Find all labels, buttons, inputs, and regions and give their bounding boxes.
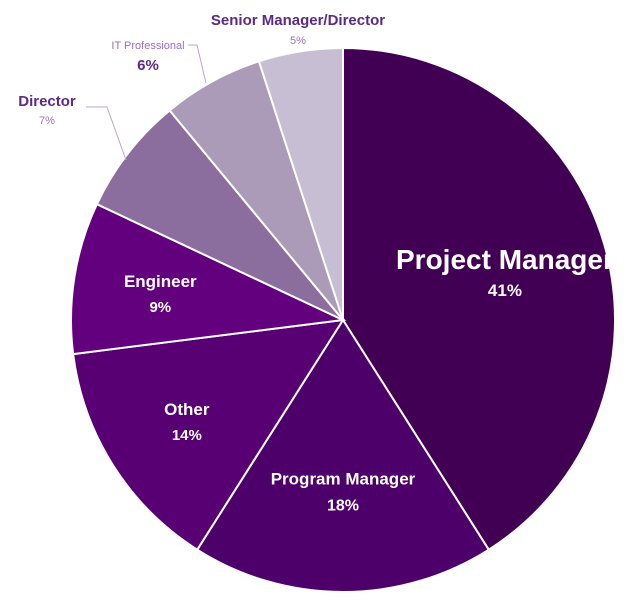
slice-label-name: Engineer [124, 272, 197, 291]
slice-label-name: Director [18, 93, 76, 110]
pie-slice-other [72, 318, 345, 552]
slice-labels: Project Manager 41% Program Manager 18% Othe… [18, 12, 614, 515]
slice-label-name: IT Professional [111, 40, 184, 52]
slice-label-name: Senior Manager/Director [211, 12, 385, 29]
pie-slice-project-manager [342, 46, 616, 552]
leader-lines [86, 44, 207, 161]
slice-label-value: 7% [39, 115, 55, 127]
slice-label-value: 6% [137, 57, 159, 74]
slice-label-value: 5% [290, 35, 306, 47]
slice-label-name: Other [164, 400, 210, 419]
slice-label-value: 41% [488, 281, 522, 300]
leader-line [188, 44, 207, 84]
slice-label-value: 18% [327, 498, 359, 515]
leader-line [86, 106, 127, 161]
pie-slice-program-manager [195, 318, 491, 593]
pie-slice-director [95, 109, 344, 321]
slice-label-value: 14% [172, 427, 202, 444]
pie-slice-engineer [70, 202, 347, 356]
pie-slice-senior-manager-director [257, 46, 344, 321]
slice-label-name: Project Manager [396, 244, 614, 275]
slice-label-name: Program Manager [271, 470, 416, 489]
pie-slices [70, 46, 616, 593]
slice-label-value: 9% [149, 299, 171, 316]
